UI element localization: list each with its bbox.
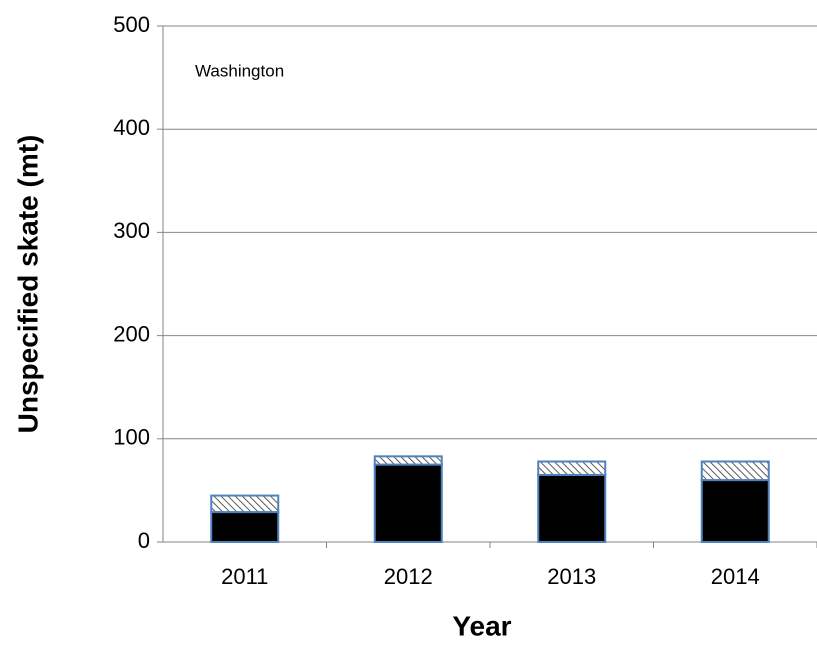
y-tick-label: 300 xyxy=(113,218,150,243)
y-tick-label: 0 xyxy=(138,528,150,553)
bar-segment xyxy=(700,479,770,543)
bar-segment xyxy=(537,473,607,544)
x-tick-label: 2013 xyxy=(547,564,596,589)
x-tick-label: 2012 xyxy=(384,564,433,589)
y-axis-title: Unspecified skate (mt) xyxy=(12,135,43,434)
y-tick-label: 100 xyxy=(113,425,150,450)
y-tick-label: 500 xyxy=(113,12,150,37)
bar-segment xyxy=(537,460,607,476)
bar-segment xyxy=(210,494,280,514)
bar-segment xyxy=(373,463,443,544)
x-tick-label: 2014 xyxy=(711,564,760,589)
bar-segment xyxy=(700,460,770,482)
bar-segment xyxy=(210,511,280,544)
y-tick-label: 400 xyxy=(113,115,150,140)
y-tick-label: 200 xyxy=(113,321,150,346)
annotation: Washington xyxy=(195,61,284,80)
x-axis-title: Year xyxy=(452,610,511,641)
x-tick-label: 2011 xyxy=(221,564,268,589)
bar-segment xyxy=(373,455,443,466)
